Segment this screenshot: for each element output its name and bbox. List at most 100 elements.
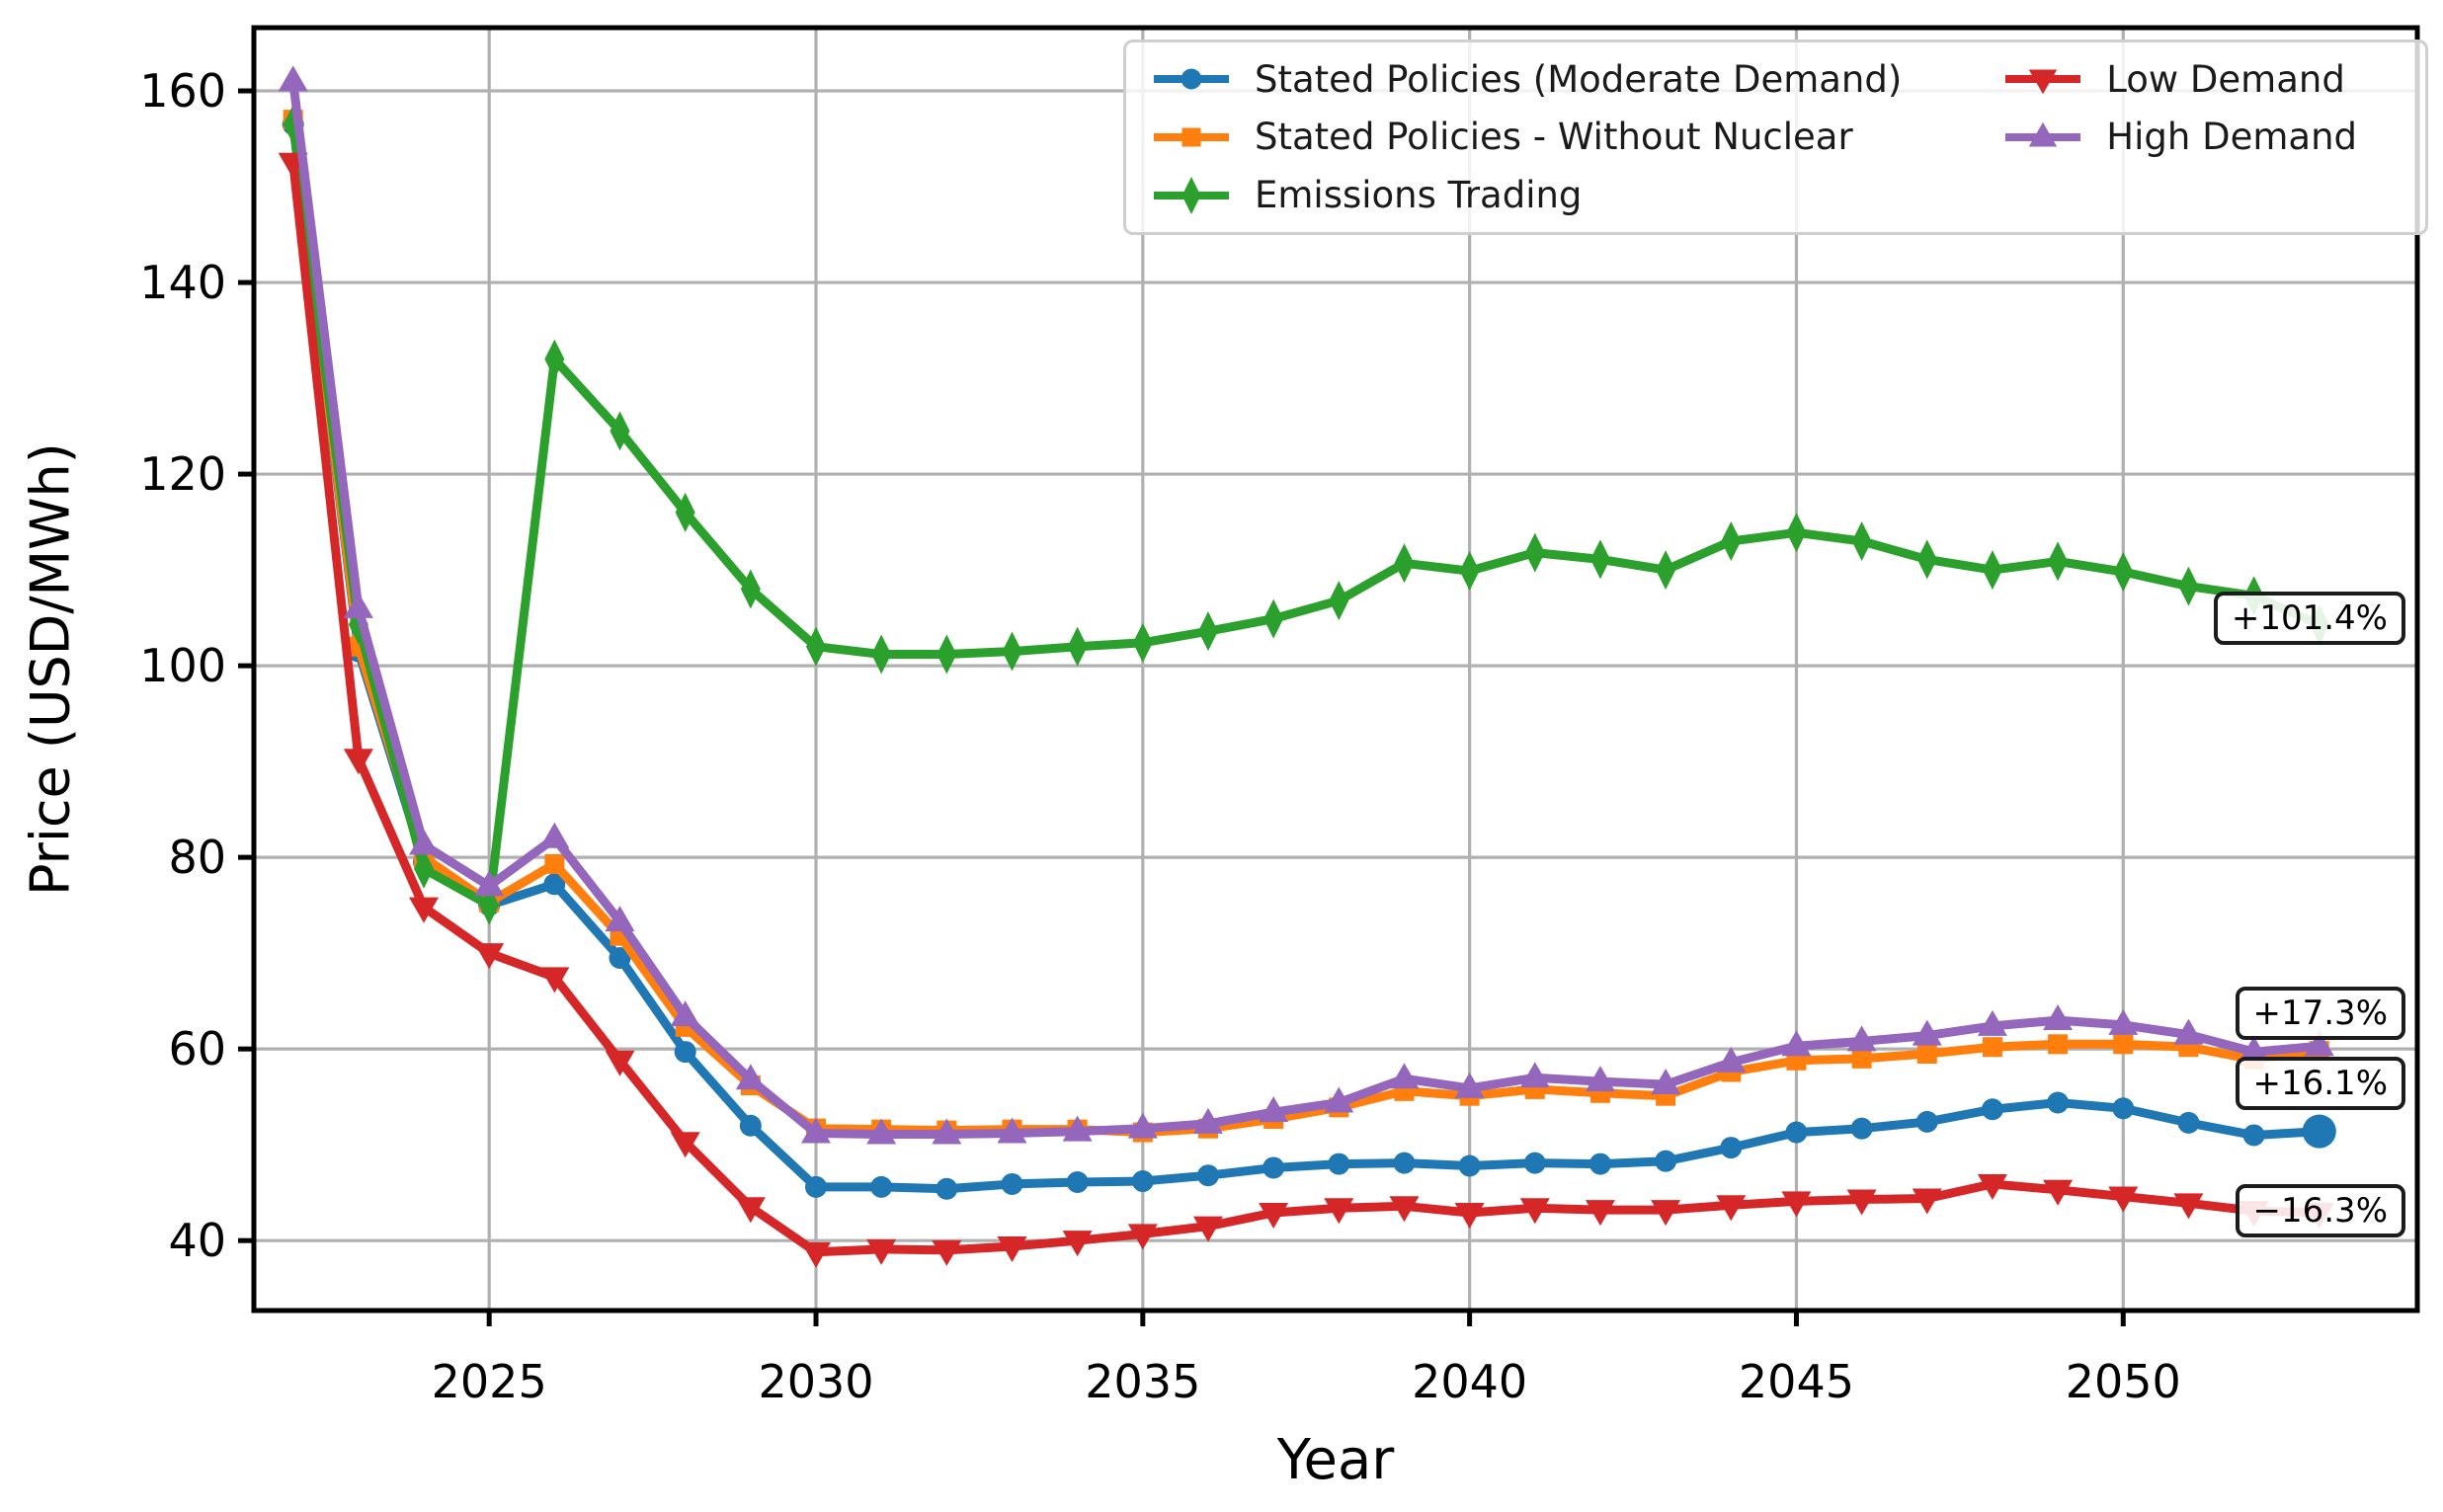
triangle-down-legend-marker-icon: [2005, 69, 2081, 95]
series-marker: [1389, 1063, 1420, 1089]
series-marker: [1062, 1231, 1093, 1257]
series-marker: [806, 626, 827, 667]
x-tick-label: 2025: [432, 1355, 547, 1408]
series-marker: [1915, 1110, 1938, 1133]
x-tick-label: 2040: [1412, 1355, 1527, 1408]
y-tick-label: 40: [168, 1214, 226, 1267]
series-marker: [1519, 1198, 1550, 1225]
legend-label: Stated Policies - Without Nuclear: [1255, 116, 1853, 159]
series-marker: [2177, 1111, 2200, 1134]
series-marker: [1851, 1048, 1872, 1069]
legend-item: High Demand: [2001, 116, 2402, 158]
series-marker: [1720, 1137, 1743, 1159]
series-marker: [1651, 1069, 1681, 1095]
series-marker: [1259, 1203, 1289, 1230]
annotation-badge: +17.3%: [2235, 987, 2405, 1041]
series-marker: [1066, 1171, 1089, 1194]
series-marker: [2048, 1034, 2069, 1055]
series-marker: [544, 853, 565, 874]
series-marker: [1846, 1025, 1877, 1052]
series-marker: [1523, 1152, 1546, 1174]
series-marker: [1196, 1164, 1219, 1187]
series-line: [288, 115, 2324, 1138]
series-marker: [1393, 1152, 1416, 1174]
series-marker: [1262, 1156, 1285, 1179]
series-marker: [1846, 1189, 1877, 1216]
series-marker: [1324, 1086, 1354, 1113]
legend-label: Low Demand: [2106, 57, 2345, 101]
series-marker: [1329, 581, 1349, 621]
series-marker: [805, 1175, 828, 1198]
series-marker: [870, 1175, 893, 1198]
series-marker: [997, 1117, 1027, 1144]
series-marker: [1721, 520, 1742, 561]
legend: Stated Policies (Moderate Demand) Stated …: [1123, 40, 2428, 235]
legend-label: Emissions Trading: [1255, 174, 1583, 217]
x-axis-title: Year: [1276, 1428, 1395, 1492]
series-marker: [675, 492, 695, 532]
series-marker: [1192, 1216, 1223, 1242]
series-marker: [605, 906, 635, 932]
square-legend-marker-icon: [1154, 127, 1229, 147]
series-marker: [2047, 1091, 2070, 1114]
series-marker: [1459, 551, 1480, 592]
series-marker: [543, 873, 566, 896]
series-marker: [866, 1118, 897, 1145]
series-marker: [1458, 1154, 1481, 1177]
series-marker: [2178, 566, 2199, 606]
series-marker: [1519, 1062, 1550, 1088]
series-marker: [866, 1238, 897, 1265]
series-marker: [936, 1177, 958, 1200]
series-marker: [605, 1050, 635, 1076]
series-marker: [801, 1117, 832, 1144]
series-marker: [2302, 1114, 2336, 1149]
annotation-badge: −16.3%: [2235, 1184, 2405, 1238]
series-line: [288, 119, 2324, 1194]
series-marker: [2304, 1030, 2334, 1057]
series-marker: [1067, 626, 1088, 667]
series-marker: [1785, 1121, 1808, 1144]
series-marker: [2108, 1008, 2139, 1035]
series-marker: [539, 822, 570, 848]
series-marker: [1651, 1200, 1681, 1227]
series-marker: [1981, 1098, 2003, 1121]
series-marker: [1454, 1072, 1485, 1098]
series-marker: [932, 1118, 962, 1145]
series-marker: [1062, 1115, 1093, 1142]
series-marker: [1851, 520, 1872, 561]
y-tick-label: 160: [139, 64, 226, 118]
series-marker: [2239, 1036, 2269, 1063]
x-tick-label: 2035: [1085, 1355, 1200, 1408]
y-tick-label: 80: [168, 831, 226, 884]
series-marker: [1131, 1170, 1154, 1193]
series-marker: [674, 1041, 696, 1064]
series-marker: [670, 1000, 700, 1027]
series-marker: [1916, 1044, 1937, 1065]
series-marker: [1588, 1153, 1611, 1175]
series-marker: [1394, 543, 1415, 584]
series-marker: [1001, 1172, 1023, 1195]
triangle-up-legend-marker-icon: [2005, 121, 2081, 147]
series-marker: [1585, 1200, 1615, 1227]
series-marker: [2048, 541, 2069, 582]
series-marker: [1716, 1046, 1747, 1073]
series-marker: [474, 943, 505, 970]
series-marker: [1002, 631, 1022, 672]
series-marker: [1454, 1203, 1485, 1230]
series-marker: [2043, 1004, 2074, 1031]
series-marker: [409, 897, 440, 923]
series-marker: [343, 592, 373, 618]
series-marker: [1197, 611, 1218, 652]
series-marker: [409, 829, 440, 855]
series-marker: [2173, 1018, 2204, 1045]
series-marker: [1977, 1009, 2007, 1036]
legend-item: Low Demand: [2001, 58, 2402, 101]
plot-border: [251, 25, 2420, 1313]
series-marker: [343, 749, 373, 775]
series-marker: [414, 848, 435, 889]
series-marker: [1982, 550, 2002, 591]
series-marker: [1781, 1191, 1812, 1218]
series-marker: [474, 870, 505, 897]
series-marker: [932, 1239, 962, 1266]
series-line: [288, 76, 2324, 1139]
